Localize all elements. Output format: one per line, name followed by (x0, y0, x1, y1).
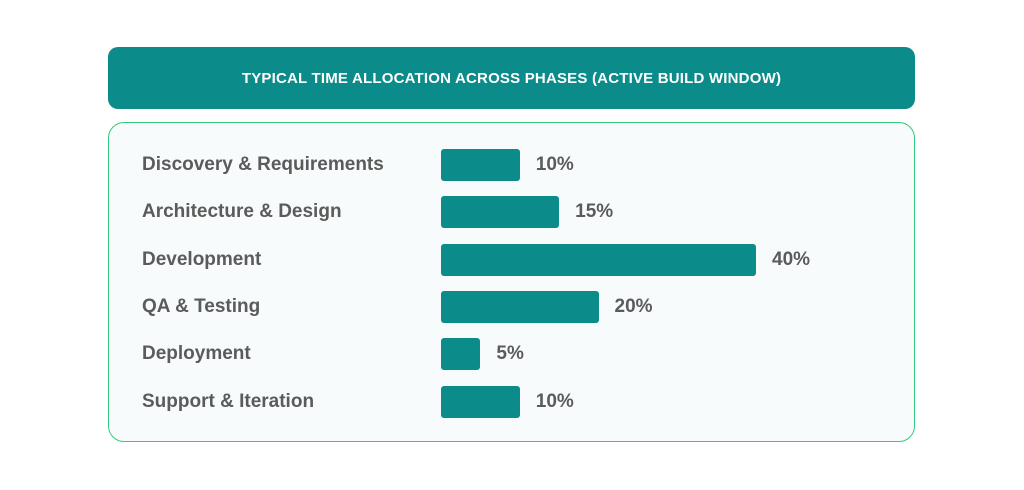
value-label: 10% (535, 154, 574, 175)
bar-row: QA & Testing 20% (109, 290, 914, 323)
value-label: 10% (535, 390, 574, 412)
value-label: 15% (575, 201, 614, 223)
bar (441, 149, 520, 181)
bar (441, 385, 520, 418)
bar-row: Development 40% (109, 243, 914, 276)
category-label: Discovery & Requirements (142, 154, 384, 175)
bar (441, 243, 756, 276)
value-label: 20% (614, 295, 653, 317)
bar-row: Deployment 5% (109, 338, 914, 371)
value-label: 5% (496, 343, 524, 365)
bar-row: Architecture & Design 15% (109, 196, 914, 229)
value-label: 40% (772, 248, 811, 270)
category-label: Deployment (142, 343, 251, 365)
bar-row: Discovery & Requirements 10% (109, 149, 914, 181)
chart-title: TYPICAL TIME ALLOCATION ACROSS PHASES (A… (241, 69, 782, 87)
bar-row: Support & Iteration 10% (109, 385, 914, 418)
category-label: QA & Testing (142, 295, 261, 317)
chart-title-banner: TYPICAL TIME ALLOCATION ACROSS PHASES (A… (108, 47, 915, 109)
category-label: Support & Iteration (142, 390, 315, 412)
chart-panel: Discovery & Requirements 10% Architecture … (108, 122, 915, 442)
category-label: Development (142, 248, 262, 270)
bar (441, 338, 481, 371)
bar (441, 290, 599, 323)
category-label: Architecture & Design (142, 201, 342, 223)
bar (441, 196, 560, 229)
